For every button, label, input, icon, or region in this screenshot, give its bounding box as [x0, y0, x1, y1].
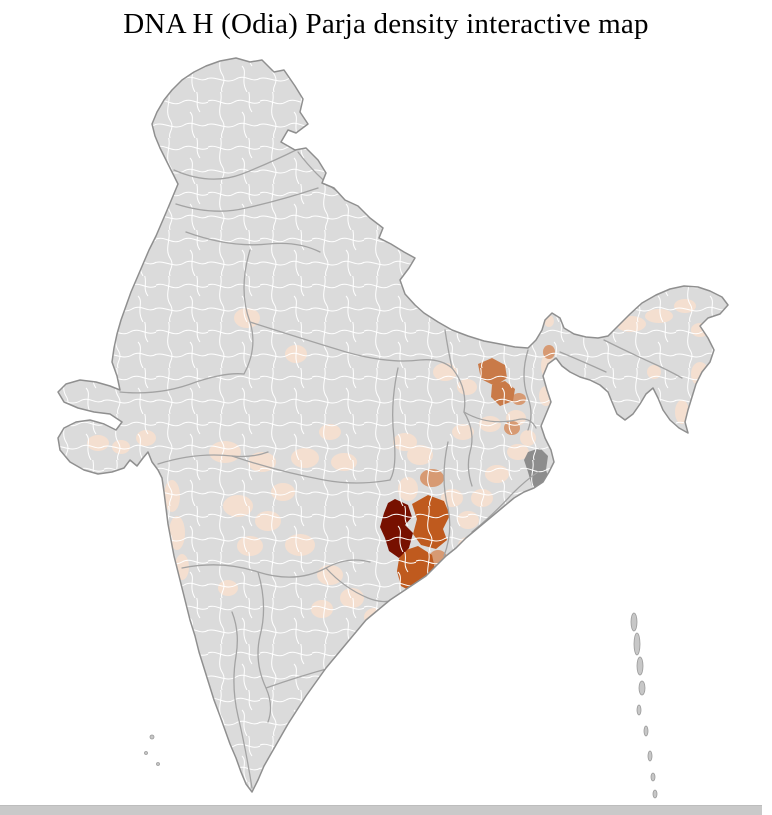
district-cell[interactable]: [386, 618, 408, 636]
island: [650, 772, 656, 782]
island: [156, 762, 160, 766]
district-cell[interactable]: [406, 596, 424, 612]
bottom-scrollbar[interactable]: [0, 805, 762, 815]
district-borders-texture: [58, 58, 728, 792]
island: [643, 725, 649, 737]
island: [638, 680, 646, 696]
district-cell[interactable]: [583, 310, 617, 326]
page-title: DNA H (Odia) Parja density interactive m…: [123, 8, 649, 40]
island: [633, 632, 641, 656]
island: [144, 751, 148, 755]
lakshadweep-islands: [144, 734, 160, 766]
andaman-nicobar-islands: [630, 612, 658, 799]
island: [636, 656, 644, 676]
country-outline: [57, 57, 729, 793]
island: [636, 704, 642, 716]
island: [652, 789, 658, 799]
island: [630, 612, 638, 632]
island: [149, 734, 155, 740]
island: [647, 750, 653, 762]
